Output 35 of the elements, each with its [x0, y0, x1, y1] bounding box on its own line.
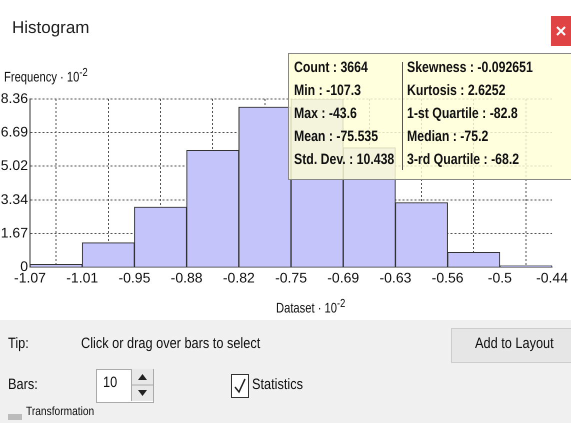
y-axis-title: Frequency · 10$^{-2}$	[4, 66, 88, 85]
annotation: Max : -43.6	[294, 105, 357, 122]
x-tick-label: -0.69	[327, 269, 360, 286]
text: 10	[103, 374, 118, 391]
text: Add to Layout	[475, 335, 554, 352]
annotation: 3-rd Quartile : -68.2	[407, 151, 520, 168]
annotation: Min : -107.3	[294, 82, 361, 99]
y-tick-label: 3.34	[0, 190, 28, 207]
annotation: Mean : -75.535	[294, 128, 378, 145]
text: Tip:	[8, 335, 29, 352]
x-tick-label: -0.44	[536, 269, 568, 286]
y-tick-label: 1.67	[0, 224, 28, 240]
text: Click or drag over bars to select	[81, 335, 260, 352]
x-axis-title: Dataset · 10$^{-2}$	[276, 297, 346, 316]
x-tick-label: -0.82	[222, 269, 255, 286]
x-tick-label: -0.56	[432, 269, 464, 286]
annotation: Median : -75.2	[407, 128, 488, 145]
y-tick-label: 6.69	[0, 123, 28, 140]
text: Count : 3664	[294, 59, 368, 76]
text: Transformation	[26, 404, 94, 418]
x-tick-label: -0.95	[118, 269, 151, 286]
y-tick-label: 5.02	[0, 157, 28, 174]
chart-title: Histogram	[12, 18, 90, 38]
y-tick-label: 8.36	[0, 90, 28, 106]
text: Statistics	[252, 376, 304, 393]
x-tick-label: -0.5	[488, 269, 512, 286]
x-tick-label: -0.75	[275, 269, 308, 286]
x-tick-label: -1.01	[66, 269, 98, 286]
text: Bars:	[8, 376, 38, 393]
x-tick-label: -0.88	[170, 269, 203, 286]
x-tick-label: -0.63	[379, 269, 412, 286]
annotation: Std. Dev. : 10.438	[294, 151, 394, 168]
annotation: 1-st Quartile : -82.8	[407, 105, 518, 122]
text: Skewness : -0.092651	[407, 59, 533, 76]
annotation: Kurtosis : 2.6252	[407, 82, 506, 99]
